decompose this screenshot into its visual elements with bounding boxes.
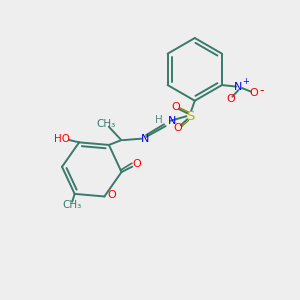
- Text: H: H: [155, 115, 163, 125]
- Text: N: N: [140, 134, 149, 144]
- Text: N: N: [234, 82, 243, 92]
- Text: +: +: [242, 77, 249, 86]
- Text: CH₃: CH₃: [62, 200, 81, 210]
- Text: S: S: [186, 110, 194, 123]
- Text: N: N: [168, 116, 176, 126]
- Text: O: O: [226, 94, 235, 104]
- Text: -: -: [259, 84, 264, 97]
- Text: O: O: [133, 159, 141, 169]
- Text: CH₃: CH₃: [97, 119, 116, 129]
- Text: O: O: [173, 123, 182, 133]
- Text: O: O: [107, 190, 116, 200]
- Text: O: O: [172, 102, 180, 112]
- Text: HO: HO: [54, 134, 70, 144]
- Text: O: O: [250, 88, 258, 98]
